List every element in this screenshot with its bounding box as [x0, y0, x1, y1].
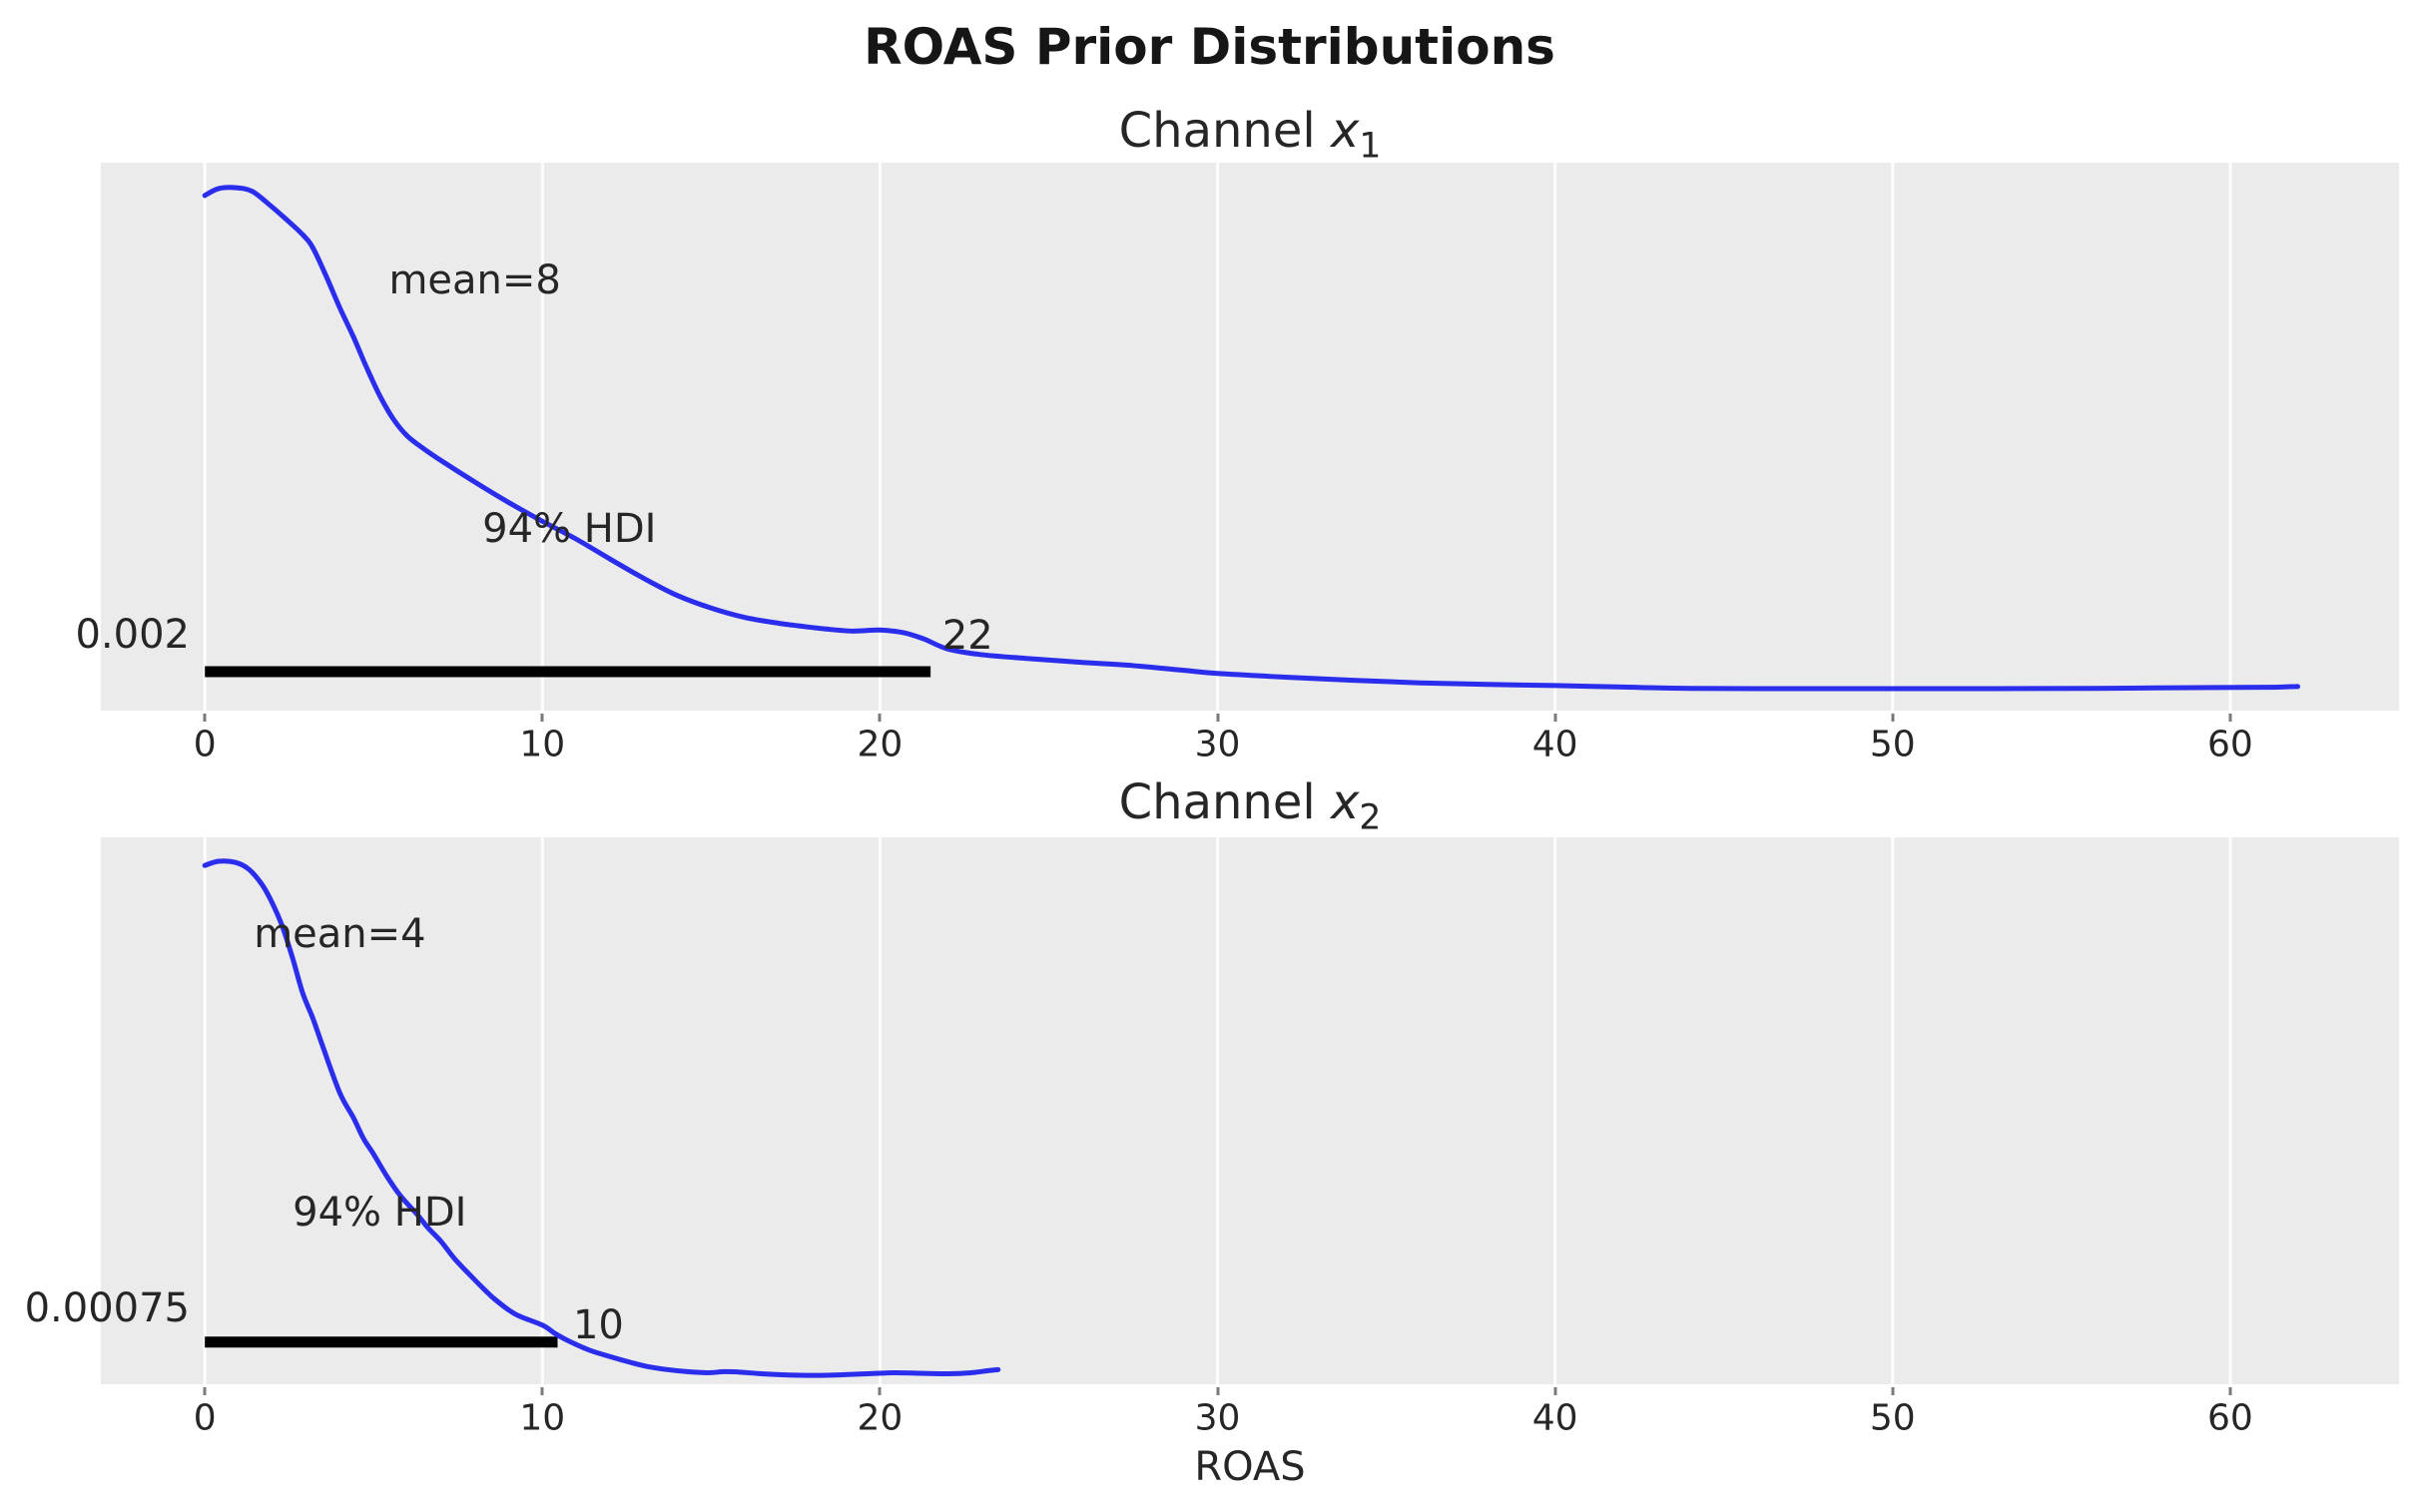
hdi-upper-value: 22: [941, 612, 993, 659]
mean-annotation: mean=4: [254, 910, 426, 957]
subplot-title-prefix: Channel: [1118, 774, 1331, 830]
x-tick-label: 10: [519, 1397, 566, 1439]
x-tick-label: 10: [519, 724, 566, 765]
x-tick-label: 50: [1869, 724, 1916, 765]
hdi-lower-value: 0.00075: [24, 1285, 190, 1332]
mean-annotation: mean=8: [388, 257, 561, 304]
x-tick-label: 60: [2207, 724, 2253, 765]
kde-plot-svg: [202, 163, 2301, 711]
x-tick-mark: [540, 1387, 544, 1395]
x-tick-label: 20: [857, 724, 904, 765]
hdi-lower-value: 0.002: [75, 612, 190, 659]
hdi-label: 94% HDI: [293, 1189, 467, 1236]
x-tick-label: 20: [857, 1397, 904, 1439]
density-curve: [202, 185, 2301, 692]
x-tick-mark: [203, 714, 207, 722]
x-tick-mark: [1216, 1387, 1220, 1395]
x-tick-mark: [540, 714, 544, 722]
x-tick-mark: [1891, 714, 1895, 722]
x-axis-label: ROAS: [1194, 1444, 1306, 1490]
x-tick-label: 30: [1194, 724, 1241, 765]
x-tick-label: 0: [193, 724, 217, 765]
x-tick-mark: [1216, 714, 1220, 722]
figure-title: ROAS Prior Distributions: [864, 18, 1555, 76]
x-tick-mark: [878, 714, 882, 722]
subplot-title-var: x: [1330, 103, 1360, 159]
x-tick-label: 60: [2207, 1397, 2253, 1439]
x-tick-label: 30: [1194, 1397, 1241, 1439]
subplot-title-var: x: [1330, 774, 1360, 830]
x-tick-mark: [1553, 1387, 1557, 1395]
x-tick-mark: [2228, 714, 2232, 722]
density-curve: [202, 858, 1001, 1378]
x-tick-mark: [878, 1387, 882, 1395]
x-tick-label: 50: [1869, 1397, 1916, 1439]
subplot-title-subscript: 1: [1359, 126, 1382, 167]
x-tick-label: 0: [193, 1397, 217, 1439]
subplot-channel-x2: Channel x2 mean=4 94% HDI 0.00075 10 0 10…: [25, 774, 2399, 1439]
x-tick-mark: [1891, 1387, 1895, 1395]
x-tick-mark: [203, 1387, 207, 1395]
subplot-channel-x1: Channel x1 mean=8 94% HDI 0.002 22 0 10 20…: [75, 103, 2399, 765]
x-tick-label: 40: [1531, 724, 1578, 765]
kde-plot-svg: [202, 837, 2232, 1384]
subplot-title-subscript: 2: [1359, 797, 1382, 838]
subplot-title-prefix: Channel: [1118, 103, 1331, 159]
subplot-title-2: Channel x2: [1118, 774, 1382, 835]
x-tick-label: 40: [1531, 1397, 1578, 1439]
x-tick-mark: [1553, 714, 1557, 722]
hdi-label: 94% HDI: [482, 505, 657, 552]
hdi-upper-value: 10: [572, 1301, 624, 1348]
x-tick-mark: [2228, 1387, 2232, 1395]
subplot-title-1: Channel x1: [1118, 103, 1382, 164]
